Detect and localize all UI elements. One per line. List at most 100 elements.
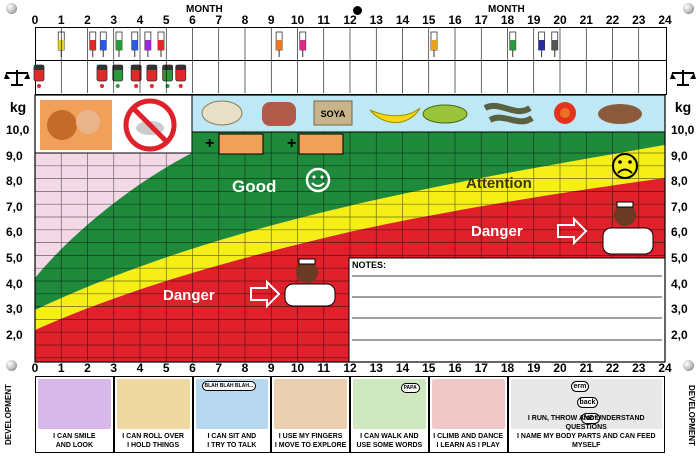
vaccination-row xyxy=(35,27,667,62)
month-tick-label: 11 xyxy=(317,13,331,27)
month-tick-label: 15 xyxy=(422,361,436,375)
milestone-illustration: erm back foot xyxy=(510,379,662,429)
syringe-icon xyxy=(131,31,139,57)
milestone-caption-line: I USE MY FINGERS xyxy=(278,433,343,440)
month-tick-label: 19 xyxy=(527,361,541,375)
zone-label-danger-lower: Danger xyxy=(163,287,215,304)
milestone-caption-line: I CAN SMILE xyxy=(53,433,96,440)
month-title-right: MONTH xyxy=(488,4,525,15)
weight-tick-label: 5,0 xyxy=(671,251,688,265)
month-tick-label: 0 xyxy=(31,13,39,27)
month-tick-label: 2 xyxy=(84,361,91,375)
month-tick-label: 21 xyxy=(579,13,593,27)
milestone-caption-line: I MOVE TO EXPLORE xyxy=(274,442,347,449)
syringe-icon xyxy=(144,31,152,57)
development-milestone: I CAN SMILE AND LOOK xyxy=(35,376,114,453)
month-tick-label: 13 xyxy=(369,361,383,375)
month-tick-label: 6 xyxy=(189,361,196,375)
speech-bubble: foot xyxy=(580,413,600,424)
corn-icon xyxy=(422,104,468,124)
milestone-caption-line: I TRY TO TALK xyxy=(207,442,257,449)
supplement-bottle-icon xyxy=(33,64,45,88)
arrow-right-icon xyxy=(250,279,281,309)
milestone-caption-line: I HOLD THINGS xyxy=(127,442,180,449)
moon-icon xyxy=(6,360,17,371)
speech-bubble: BLAH BLAH BLAH... xyxy=(201,381,257,391)
syringe-icon xyxy=(509,31,517,57)
weight-tick-label: 7,0 xyxy=(6,199,23,214)
milestone-illustration xyxy=(431,379,505,429)
month-tick-label: 23 xyxy=(632,13,646,27)
milestone-caption-line: USE SOME WORDS xyxy=(356,442,423,449)
month-tick-label: 14 xyxy=(395,361,410,375)
soya-label: SOYA xyxy=(321,109,346,119)
month-tick-label: 7 xyxy=(215,13,223,27)
month-tick-label: 20 xyxy=(553,13,567,27)
month-tick-label: 1 xyxy=(57,13,65,27)
month-tick-label: 2 xyxy=(84,13,91,27)
notes-lines xyxy=(352,275,662,341)
development-milestone: erm back foot I RUN, THROW AND UNDERSTAND Q… xyxy=(507,376,665,453)
syringe-icon xyxy=(115,31,123,57)
milestone-caption: I CAN WALK AND USE SOME WORDS xyxy=(353,432,426,450)
milestone-caption-line: I RUN, THROW AND UNDERSTAND QUESTIONS xyxy=(527,415,645,431)
month-tick-label: 12 xyxy=(343,361,357,375)
month-tick-label: 0 xyxy=(31,361,39,375)
month-tick-label: 10 xyxy=(290,13,305,27)
month-tick-label: 24 xyxy=(658,361,672,375)
porridge-bowl-icon xyxy=(201,100,243,126)
development-milestone: I CAN ROLL OVER I HOLD THINGS xyxy=(113,376,193,453)
month-tick-label: 4 xyxy=(136,13,144,27)
syringe-icon xyxy=(89,31,97,57)
milestone-caption-line: I LEARN AS I PLAY xyxy=(436,442,500,449)
weight-tick-label: 4,0 xyxy=(6,276,23,291)
milestone-caption: I RUN, THROW AND UNDERSTAND QUESTIONS I N… xyxy=(511,414,663,450)
syringe-icon xyxy=(430,31,438,57)
moon-icon xyxy=(6,3,17,14)
milestone-caption: I USE MY FINGERS I MOVE TO EXPLORE xyxy=(274,432,347,450)
syringe-icon xyxy=(157,31,165,57)
month-tick-label: 21 xyxy=(579,361,593,375)
weight-tick-label: 2,0 xyxy=(671,327,688,342)
smiley-happy-icon xyxy=(305,167,331,193)
month-tick-label: 11 xyxy=(317,361,331,375)
syringe-icon xyxy=(538,31,546,57)
nurse-icon xyxy=(602,201,654,255)
kg-unit-left: kg xyxy=(9,99,27,115)
development-milestone: I USE MY FINGERS I MOVE TO EXPLORE xyxy=(271,376,350,453)
month-tick-label: 19 xyxy=(527,13,541,27)
milestone-illustration: PAPA xyxy=(353,379,426,429)
month-tick-label: 16 xyxy=(448,361,462,375)
nuts-icon xyxy=(598,104,642,124)
milestone-illustration xyxy=(116,379,190,429)
weight-tick-label: 3,0 xyxy=(671,302,688,317)
kg-unit-right: kg xyxy=(674,99,692,115)
month-tick-label: 18 xyxy=(500,361,515,375)
milestone-caption-line: I CLIMB AND DANCE xyxy=(433,433,503,440)
month-tick-label: 22 xyxy=(605,361,620,375)
month-tick-label: 9 xyxy=(267,361,275,375)
development-milestone: PAPA I CAN WALK AND USE SOME WORDS xyxy=(350,376,429,453)
month-tick-label: 15 xyxy=(422,13,436,27)
milestone-caption-line: I CAN SIT AND xyxy=(207,433,257,440)
month-tick-label: 5 xyxy=(162,13,170,27)
syringe-icon xyxy=(99,31,107,57)
month-tick-label: 16 xyxy=(448,13,462,27)
moon-icon xyxy=(683,360,694,371)
zone-label-danger-upper: Danger xyxy=(471,223,523,240)
weight-tick-label: 9,0 xyxy=(6,148,23,163)
month-tick-label: 18 xyxy=(500,13,515,27)
weight-tick-label: 10,0 xyxy=(671,123,695,137)
milestone-caption-line: I CAN ROLL OVER xyxy=(122,433,184,440)
zone-label-attention: Attention xyxy=(466,175,532,192)
milestone-caption-line: AND LOOK xyxy=(55,442,94,449)
center-dot-marker xyxy=(353,6,362,15)
month-tick-label: 6 xyxy=(189,13,196,27)
nurse-icon xyxy=(284,258,336,307)
month-tick-label: 24 xyxy=(658,13,672,27)
month-title-left: MONTH xyxy=(186,4,223,15)
month-tick-label: 3 xyxy=(110,13,118,27)
soya-bag-icon xyxy=(313,100,353,126)
syringe-icon xyxy=(275,31,283,57)
